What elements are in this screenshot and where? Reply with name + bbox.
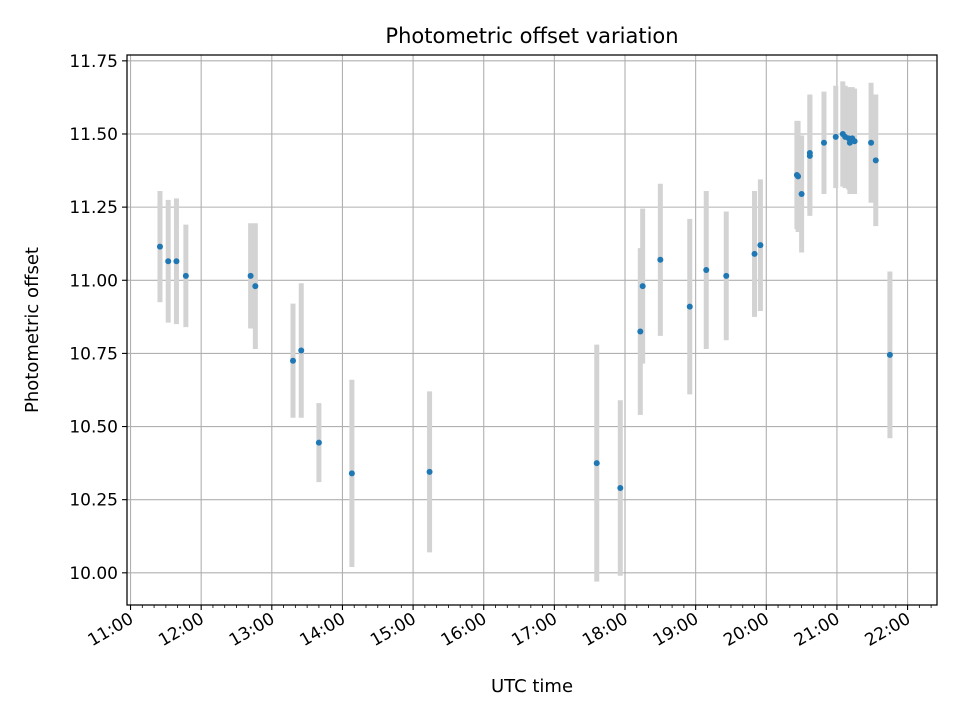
data-point — [426, 468, 433, 475]
grid — [127, 55, 937, 605]
data-point — [798, 190, 805, 197]
y-tick-label: 11.25 — [69, 198, 118, 218]
data-point — [886, 351, 893, 358]
data-point — [757, 242, 764, 249]
data-points — [156, 130, 893, 491]
data-point — [315, 439, 322, 446]
data-point — [723, 272, 730, 279]
data-point — [832, 133, 839, 140]
data-point — [348, 470, 355, 477]
data-point — [868, 139, 875, 146]
plot-frame — [126, 54, 938, 606]
data-point — [593, 460, 600, 467]
data-point — [165, 258, 172, 265]
data-point — [806, 150, 813, 157]
y-tick-label: 11.00 — [69, 271, 118, 291]
data-point — [657, 256, 664, 263]
x-axis-label: UTC time — [491, 676, 573, 697]
data-point — [820, 139, 827, 146]
data-point — [156, 243, 163, 250]
y-axis-ticks: 10.00 10.25 10.50 10.75 11.00 11.25 11.50 11.75 — [69, 52, 127, 584]
data-point — [751, 250, 758, 257]
chart-title: Photometric offset variation — [385, 24, 678, 48]
y-tick-label: 10.25 — [69, 491, 118, 511]
data-point — [686, 303, 693, 310]
data-point — [617, 484, 624, 491]
data-point — [637, 328, 644, 335]
data-point — [703, 267, 710, 274]
data-point — [872, 157, 879, 164]
data-point — [795, 173, 802, 180]
y-axis-label: Photometric offset — [22, 247, 43, 413]
data-point — [298, 347, 305, 354]
y-tick-label: 11.50 — [69, 125, 118, 145]
data-point — [247, 272, 254, 279]
data-point — [639, 283, 646, 290]
data-point — [182, 272, 189, 279]
y-tick-label: 10.50 — [69, 418, 118, 438]
data-point — [173, 258, 180, 265]
y-tick-label: 11.75 — [69, 52, 118, 72]
y-tick-label: 10.75 — [69, 344, 118, 364]
data-point — [252, 283, 259, 290]
data-point — [851, 138, 858, 145]
data-point — [846, 139, 853, 146]
data-point — [290, 357, 297, 364]
y-tick-label: 10.00 — [69, 564, 118, 584]
